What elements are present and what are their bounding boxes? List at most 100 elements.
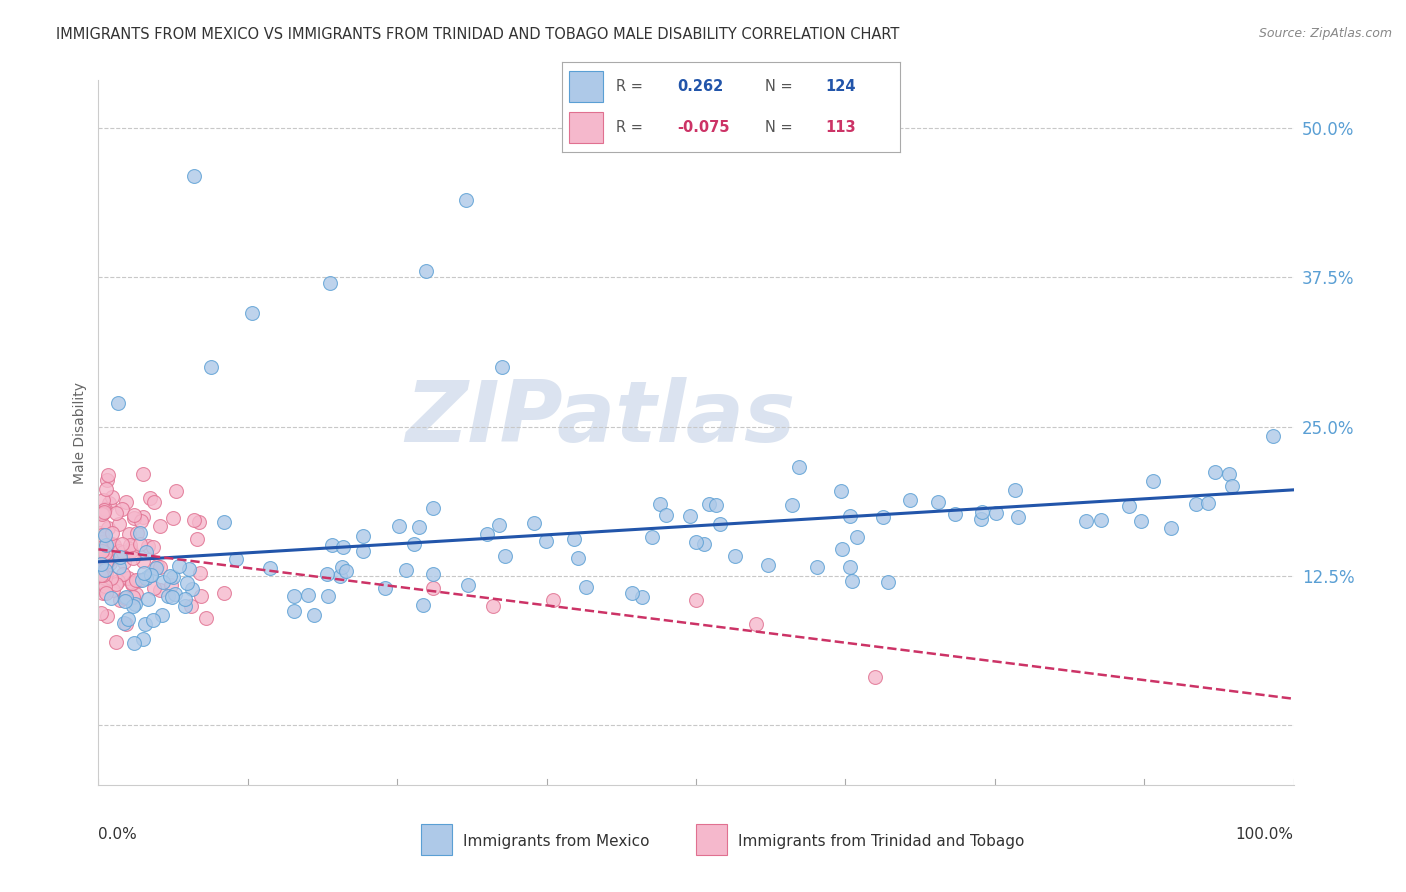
Point [332, 540, 354, 554]
Point [972, 505, 994, 519]
Point [865, 670, 887, 684]
Point [1197, 495, 1219, 509]
Point [142, 540, 165, 554]
Text: N =: N = [765, 120, 793, 135]
Point [97, 467, 120, 482]
Point [112, 615, 135, 630]
Point [160, 578, 183, 592]
Point [534, 533, 557, 548]
Point [641, 530, 664, 544]
Point [89, 568, 111, 582]
Point [1160, 521, 1182, 535]
Point [117, 571, 139, 585]
Point [898, 493, 921, 508]
Text: IMMIGRANTS FROM MEXICO VS IMMIGRANTS FROM TRINIDAD AND TOBAGO MALE DISABILITY CO: IMMIGRANTS FROM MEXICO VS IMMIGRANTS FRO… [56, 27, 900, 42]
Point [111, 567, 134, 582]
Point [90, 507, 112, 521]
Point [134, 616, 156, 631]
Point [152, 574, 174, 589]
Point [1090, 513, 1112, 527]
Point [112, 545, 135, 559]
Point [107, 574, 129, 589]
Point [139, 567, 162, 582]
Point [156, 589, 179, 603]
Point [129, 526, 152, 541]
Point [1218, 467, 1240, 482]
Point [108, 517, 131, 532]
Point [321, 538, 343, 552]
Point [395, 563, 418, 577]
Point [655, 508, 678, 523]
Point [481, 599, 505, 613]
Point [838, 508, 860, 523]
Text: Source: ZipAtlas.com: Source: ZipAtlas.com [1258, 27, 1392, 40]
Bar [569, 71, 603, 102]
Point [131, 554, 153, 568]
Point [1130, 515, 1153, 529]
Point [93, 528, 115, 542]
Point [96, 541, 118, 555]
Point [283, 589, 305, 603]
Point [115, 616, 138, 631]
Point [194, 611, 217, 625]
Point [122, 636, 145, 650]
Point [135, 571, 157, 585]
Point [103, 538, 125, 552]
Point [132, 632, 155, 646]
Point [841, 574, 863, 588]
Point [98, 556, 121, 570]
Point [839, 560, 862, 574]
Point [830, 483, 852, 498]
Point [165, 484, 187, 499]
Point [806, 560, 828, 574]
Point [108, 560, 131, 574]
Text: Immigrants from Trinidad and Tobago: Immigrants from Trinidad and Tobago [738, 834, 1024, 849]
Point [121, 544, 143, 558]
Point [124, 597, 146, 611]
Point [114, 591, 136, 605]
Point [125, 526, 148, 541]
Point [120, 541, 142, 556]
Point [927, 495, 949, 509]
Bar [696, 824, 727, 855]
Point [122, 590, 145, 604]
Text: Immigrants from Mexico: Immigrants from Mexico [463, 834, 650, 849]
Point [745, 616, 768, 631]
Point [685, 592, 707, 607]
Point [118, 526, 141, 541]
Point [94, 563, 117, 577]
Point [96, 535, 118, 549]
Point [388, 519, 411, 533]
Text: 0.262: 0.262 [678, 79, 723, 94]
Text: -0.075: -0.075 [678, 120, 730, 135]
Point [183, 513, 205, 527]
Point [90, 565, 112, 579]
Point [112, 555, 135, 569]
Point [122, 551, 145, 566]
Point [145, 559, 167, 574]
Point [89, 577, 111, 591]
Point [96, 537, 118, 551]
Point [110, 550, 132, 565]
Point [408, 520, 430, 534]
Point [100, 540, 122, 554]
Point [319, 277, 342, 291]
Point [90, 558, 112, 572]
Point [352, 529, 374, 543]
Point [107, 396, 129, 410]
Point [562, 532, 585, 546]
Point [454, 193, 477, 207]
Point [122, 508, 145, 523]
Point [115, 591, 138, 605]
Point [259, 560, 281, 574]
Point [96, 553, 118, 567]
Point [845, 530, 868, 544]
Point [122, 599, 145, 614]
Point [94, 566, 117, 580]
Point [183, 169, 205, 183]
Point [90, 535, 112, 549]
Point [415, 264, 437, 278]
Bar [422, 824, 453, 855]
Point [374, 581, 396, 595]
Point [724, 549, 747, 563]
